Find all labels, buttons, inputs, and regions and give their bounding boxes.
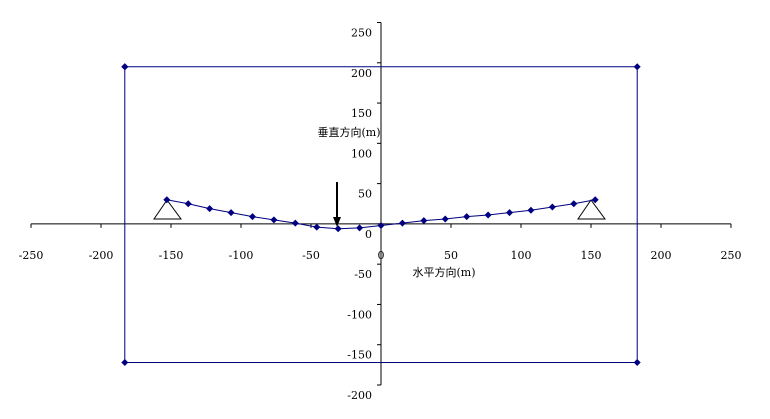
point [633, 358, 641, 366]
point [291, 219, 299, 227]
point [163, 196, 171, 204]
point [420, 217, 428, 225]
x-tick-label: 50 [444, 249, 458, 262]
x-tick-label: 0 [378, 249, 385, 262]
y-tick-label: -200 [347, 389, 372, 402]
point [334, 225, 342, 233]
y-tick-label: -100 [347, 308, 372, 321]
point [398, 219, 406, 227]
point [121, 63, 129, 71]
point [121, 358, 129, 366]
x-tick-label: 200 [651, 249, 672, 262]
support-left [153, 199, 182, 220]
y-axis-title: 垂直方向(m) [317, 125, 380, 139]
x-tick-label: -200 [89, 249, 114, 262]
y-tick-label: -50 [354, 268, 372, 281]
load-arrow-head [333, 217, 341, 227]
point [484, 211, 492, 219]
point [548, 203, 556, 211]
y-tick-label: 0 [365, 228, 372, 241]
point [591, 196, 599, 204]
x-axis-title: 水平方向(m) [412, 265, 475, 279]
x-tick-label: 250 [721, 249, 742, 262]
x-tick-label: -250 [19, 249, 44, 262]
y-tick-label: 50 [358, 188, 372, 201]
point [527, 206, 535, 214]
support-right [577, 199, 606, 220]
x-tick-label: -100 [229, 249, 254, 262]
x-tick-label: -50 [302, 249, 320, 262]
point [313, 223, 321, 231]
x-tick-label: 100 [511, 249, 532, 262]
point [184, 200, 192, 208]
y-tick-label: 250 [351, 27, 372, 40]
y-tick-label: 150 [351, 107, 372, 120]
point [377, 222, 385, 229]
x-tick-label: -150 [159, 249, 184, 262]
y-tick-label: 100 [351, 147, 372, 160]
point [356, 224, 364, 232]
point [227, 209, 235, 217]
point [633, 63, 641, 71]
point [463, 213, 471, 221]
x-tick-label: 150 [581, 249, 602, 262]
point [441, 215, 449, 223]
point [570, 200, 578, 208]
point [248, 213, 256, 221]
point [206, 205, 214, 213]
y-tick-label: -150 [347, 349, 372, 362]
point [270, 216, 278, 224]
y-tick-label: 200 [351, 67, 372, 80]
point [506, 209, 514, 217]
